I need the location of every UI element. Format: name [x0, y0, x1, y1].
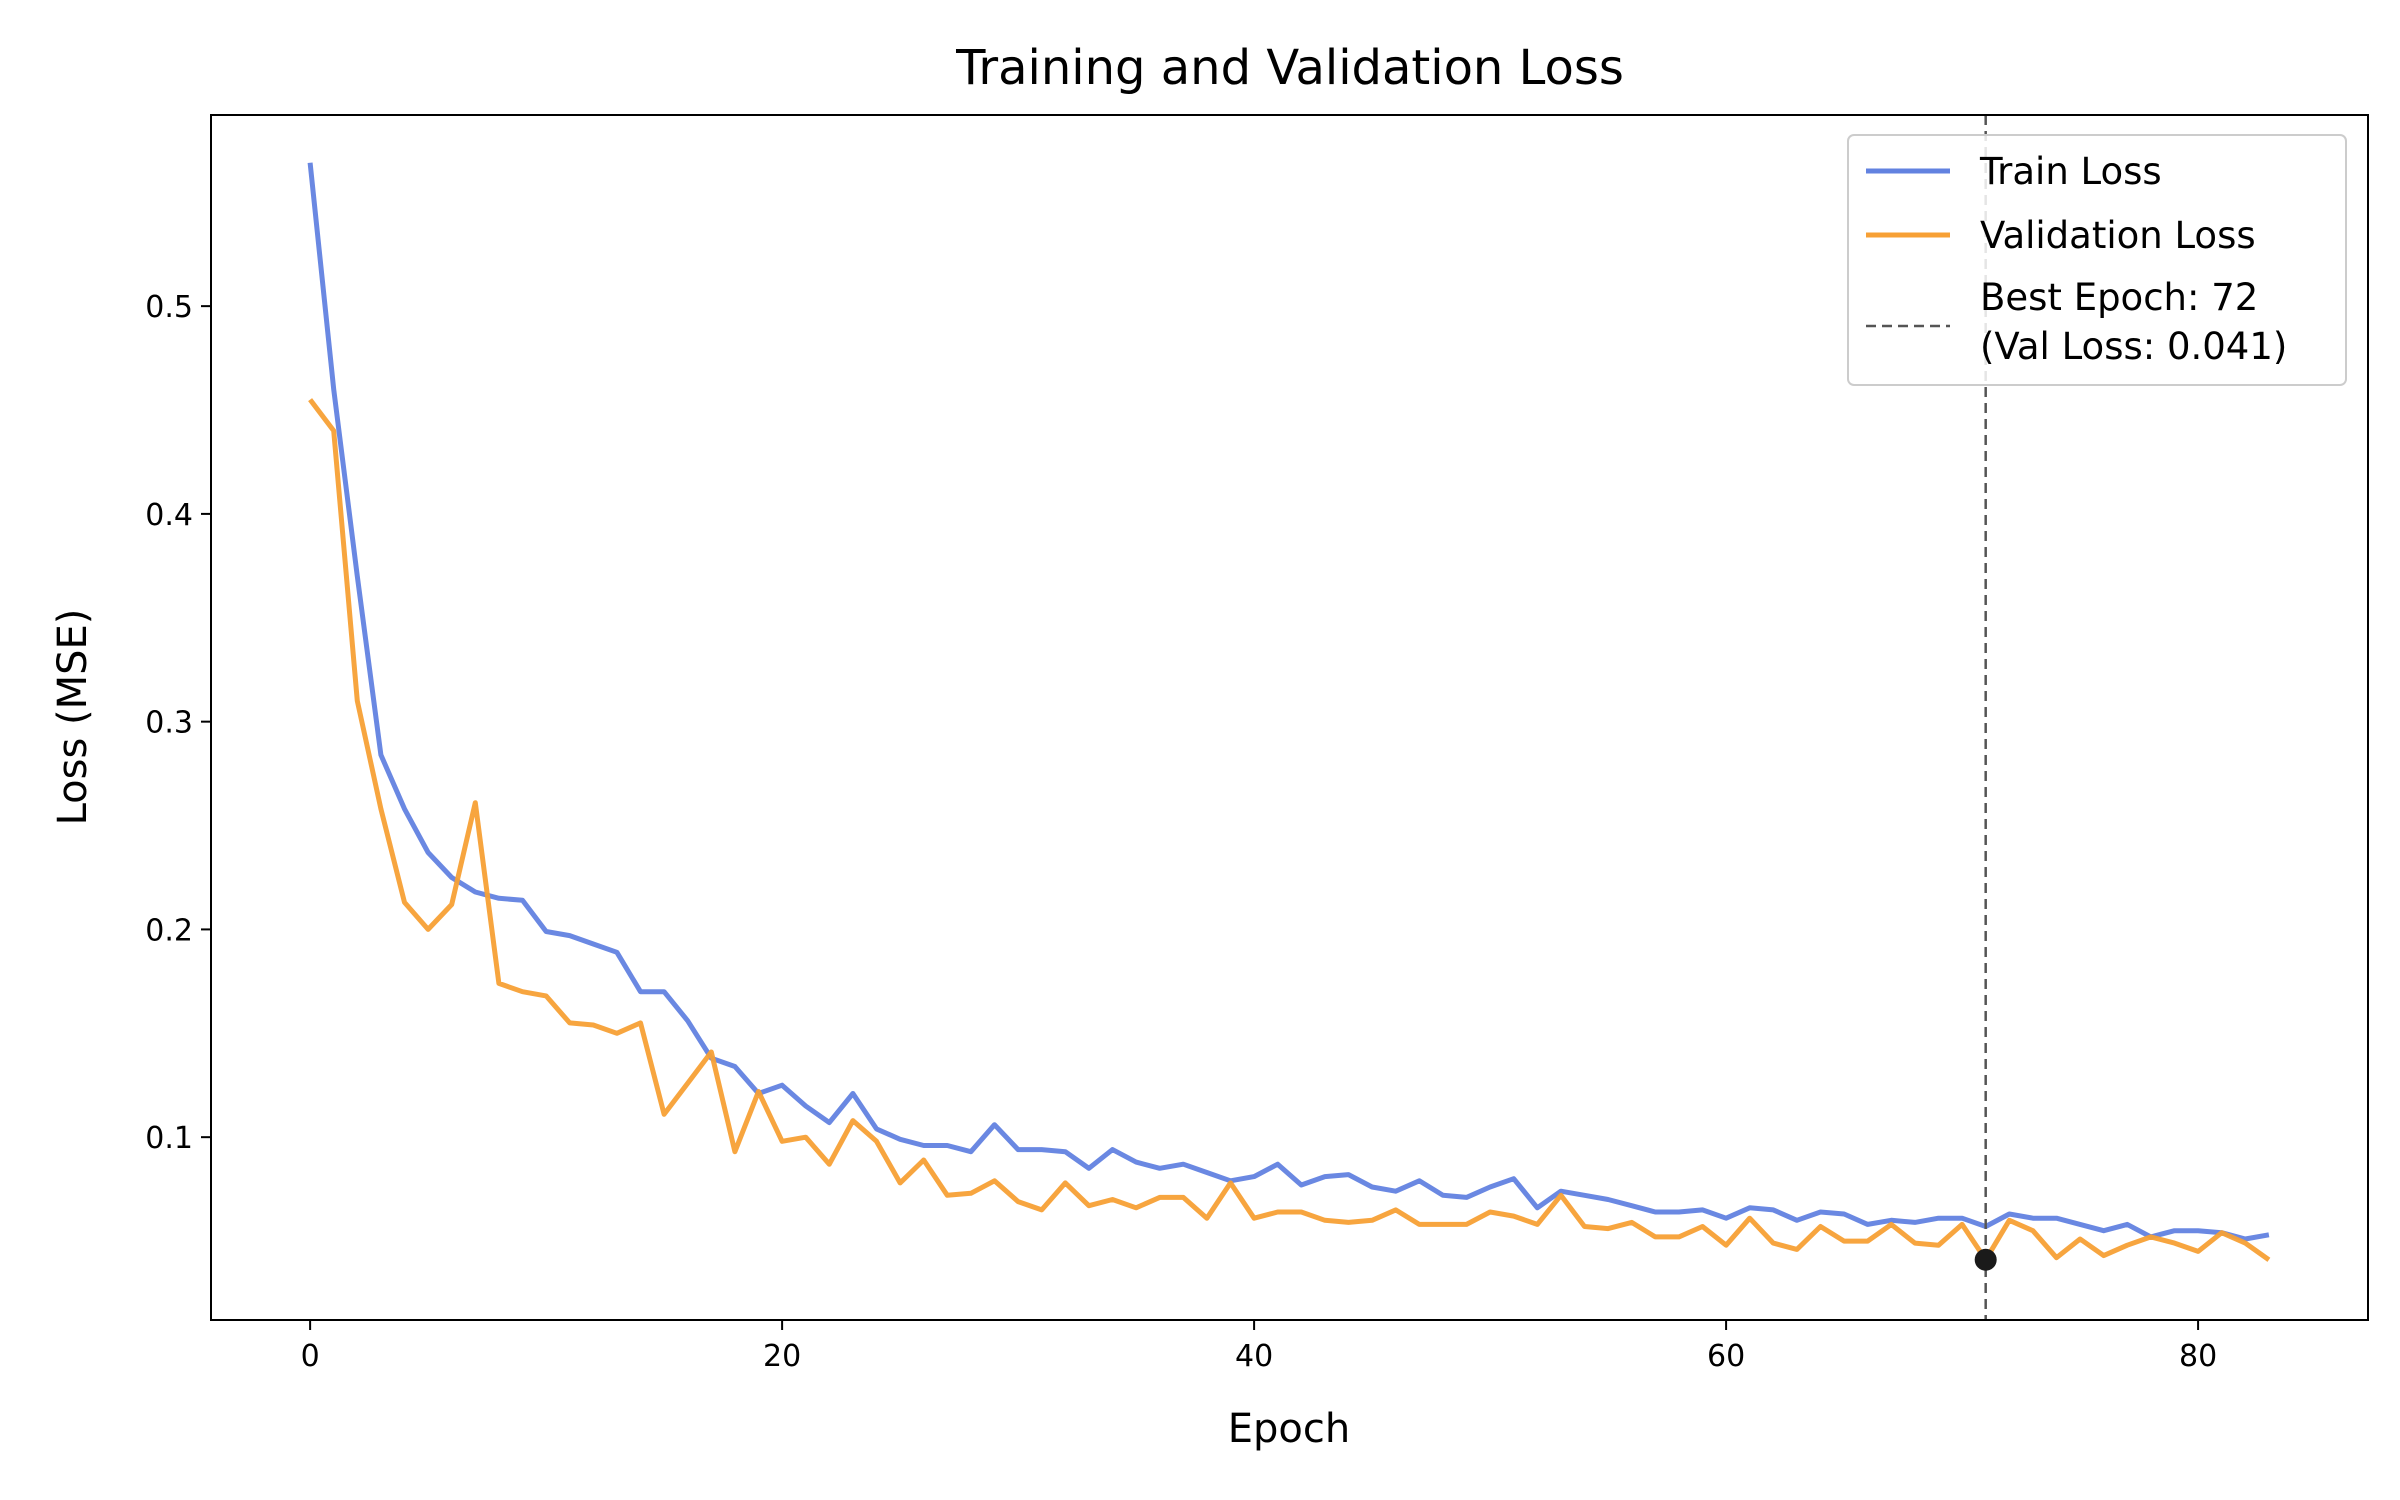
plot-frame: [210, 114, 2369, 1321]
legend: Train Loss Validation Loss Best Epoch: 7…: [1847, 134, 2347, 386]
legend-label-train: Train Loss: [1979, 150, 2162, 193]
y-tick-label: 0.4: [145, 498, 193, 533]
x-tick-label: 40: [1235, 1339, 1273, 1374]
series-line-train-loss: [307, 162, 2270, 1242]
y-axis-title: Loss (MSE): [50, 609, 96, 826]
x-axis-ticks: 0 20 40 60 80: [301, 1320, 2217, 1374]
x-tick-label: 20: [763, 1339, 801, 1374]
x-tick-label: 80: [2179, 1339, 2217, 1374]
chart-title: Training and Validation Loss: [955, 40, 1624, 96]
legend-box: [1847, 134, 2347, 386]
legend-label-best-epoch-line1: Best Epoch: 72: [1980, 276, 2258, 319]
best-epoch-marker: [1974, 1248, 1997, 1271]
legend-label-best-epoch-line2: (Val Loss: 0.041): [1980, 325, 2287, 368]
y-axis-ticks: 0.1 0.2 0.3 0.4 0.5: [145, 290, 211, 1156]
y-tick-label: 0.3: [145, 706, 193, 741]
x-axis-title: Epoch: [1228, 1406, 1350, 1452]
legend-label-validation: Validation Loss: [1980, 214, 2256, 257]
y-tick-label: 0.2: [145, 913, 193, 948]
x-tick-label: 60: [1707, 1339, 1745, 1374]
series-layer: [307, 162, 2271, 1263]
x-tick-label: 0: [301, 1339, 320, 1374]
series-line-validation-loss: [308, 398, 2271, 1263]
y-tick-label: 0.1: [145, 1121, 193, 1156]
y-tick-label: 0.5: [145, 290, 193, 325]
